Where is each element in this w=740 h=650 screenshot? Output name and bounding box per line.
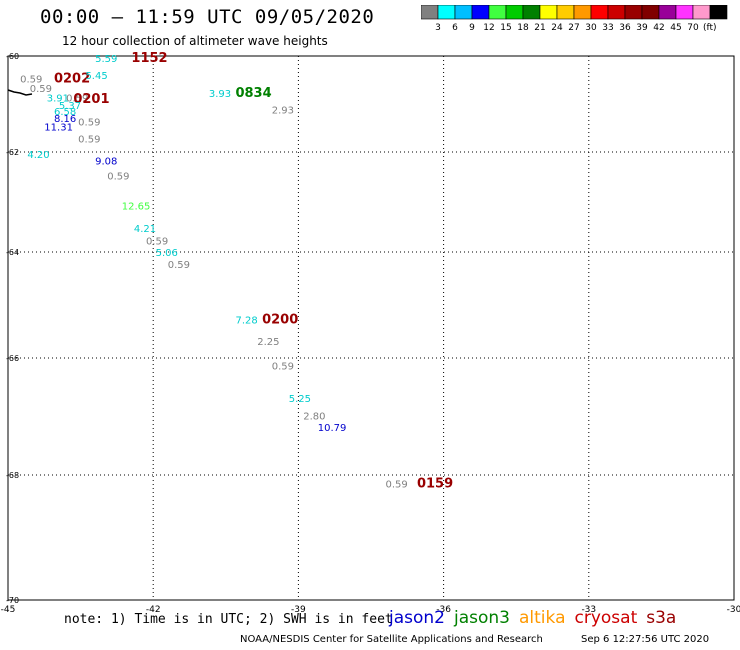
latitude-tick-label: -70	[6, 596, 19, 605]
wave-height-label: 0.59	[168, 260, 190, 271]
wave-height-label: 6.58	[54, 107, 76, 118]
wave-height-label: 10.79	[318, 423, 347, 434]
pass-time-label: 0159	[417, 477, 453, 492]
legend-entry: cryosat	[574, 608, 638, 628]
wave-height-label: 8.16	[54, 114, 76, 125]
wave-height-label: 0.59	[107, 172, 129, 183]
longitude-tick-label: -30	[727, 605, 740, 615]
longitude-tick-label: -36	[436, 605, 451, 615]
latitude-tick-label: -60	[6, 52, 19, 61]
wave-height-label: 0.59	[146, 237, 168, 248]
coastline-fragment	[7, 89, 33, 96]
wave-height-label: 2.80	[303, 411, 325, 422]
colorbar-tick-label: 27	[568, 23, 579, 33]
footer-note: note: 1) Time is in UTC; 2) SWH is in fe…	[64, 612, 393, 627]
latitude-tick-label: -62	[6, 148, 19, 157]
pass-time-label: 0201	[73, 92, 109, 107]
colorbar-tick-label: 12	[483, 23, 494, 33]
wave-height-label: 9.08	[95, 157, 117, 168]
wave-height-label: 5.59	[95, 54, 117, 65]
wave-height-label: 11.31	[44, 122, 73, 133]
satellite-legend: jason2 jason3 altika cryosat s3a	[389, 608, 685, 628]
latitude-tick-label: -68	[6, 471, 19, 480]
wave-height-label: 5.06	[156, 248, 178, 259]
wave-height-label: 0.59	[78, 134, 100, 145]
wave-height-label: 5.45	[85, 71, 107, 82]
map-frame	[7, 55, 735, 601]
page-subtitle: 12 hour collection of altimeter wave hei…	[62, 34, 328, 48]
wave-height-label: 0.59	[78, 118, 100, 129]
wave-height-label: 0.59	[386, 480, 408, 491]
pass-time-label: 1152	[131, 51, 167, 66]
credit-text: NOAA/NESDIS Center for Satellite Applica…	[240, 634, 543, 645]
longitude-tick-label: -45	[1, 605, 16, 615]
timestamp-text: Sep 6 12:27:56 UTC 2020	[581, 634, 710, 645]
wave-height-label: 0.59	[66, 94, 88, 105]
wave-height-label: 4.20	[27, 150, 49, 161]
colorbar-tick-label: 3	[435, 23, 441, 33]
colorbar-tick-label: 39	[636, 23, 648, 33]
colorbar-tick-label: 21	[534, 23, 545, 33]
colorbar-tick-label: 33	[602, 23, 613, 33]
wave-height-label: 0.59	[20, 74, 42, 85]
wave-height-label: 3.93	[209, 89, 231, 100]
colorbar-tick-label: 45	[670, 23, 681, 33]
longitude-tick-label: -39	[291, 605, 306, 615]
wave-height-label: 4.21	[134, 224, 156, 235]
pass-time-label: 0834	[235, 86, 271, 101]
colorbar-tick-label: 9	[469, 23, 475, 33]
latitude-tick-label: -66	[6, 354, 19, 363]
colorbar-tick-label: 6	[452, 23, 458, 33]
wave-height-label: 2.93	[272, 106, 294, 117]
longitude-tick-label: -42	[146, 605, 161, 615]
wave-height-label: 12.65	[122, 202, 151, 213]
pass-time-label: 0202	[54, 71, 90, 86]
colorbar-unit-label: (ft)	[703, 23, 717, 33]
colorbar-tick-label: 24	[551, 23, 563, 33]
colorbar-tick-label: 30	[585, 23, 597, 33]
wave-height-label: 5.37	[59, 101, 81, 112]
latitude-tick-label: -64	[6, 248, 19, 257]
pass-time-label: 0200	[262, 313, 298, 328]
legend-entry: altika	[519, 608, 566, 628]
wave-height-label: 3.91	[47, 94, 69, 105]
color-scale-bar: 3 6 9 12 15 18 21 24 27 30 33 36 39 42 45 70 (ft)	[421, 5, 728, 33]
colorbar-tick-label: 18	[517, 23, 529, 33]
legend-entry: jason3	[454, 608, 510, 628]
legend-entry: jason2	[389, 608, 445, 628]
page-title: 00:00 – 11:59 UTC 09/05/2020	[40, 6, 375, 28]
colorbar-tick-label: 70	[687, 23, 699, 33]
colorbar-tick-label: 15	[500, 23, 511, 33]
colorbar-swatch	[709, 5, 728, 20]
legend-entry: s3a	[646, 608, 677, 628]
wave-height-label: 5.25	[289, 394, 311, 405]
wave-height-label: 0.59	[272, 362, 294, 373]
colorbar-tick-label: 42	[653, 23, 664, 33]
colorbar-tick-label: 36	[619, 23, 631, 33]
wave-height-label: 7.28	[235, 316, 257, 327]
longitude-tick-label: -33	[581, 605, 596, 615]
wave-height-label: 2.25	[257, 337, 279, 348]
wave-height-label: 0.59	[30, 84, 52, 95]
